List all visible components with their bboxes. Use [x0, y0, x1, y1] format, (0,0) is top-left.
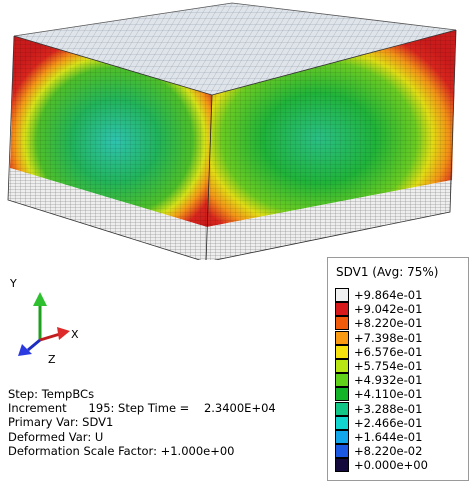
front-face-mesh: [10, 36, 212, 227]
legend-swatch: [335, 316, 349, 331]
side-face-mesh: [207, 30, 456, 227]
info-increment: Increment 195: Step Time = 2.3400E+04: [8, 401, 276, 416]
z-axis-arrow: [27, 338, 41, 352]
legend-value-label: +4.932e-01: [354, 373, 423, 388]
info-step: Step: TempBCs: [8, 387, 95, 401]
x-axis-arrow: [39, 332, 61, 342]
step-info: Step: TempBCs Increment 195: Step Time = …: [8, 387, 276, 458]
x-arrowhead: [57, 327, 70, 340]
legend-title: SDV1 (Avg: 75%): [336, 265, 439, 279]
legend-value-label: +8.220e-02: [354, 444, 423, 459]
legend-swatch: [335, 458, 349, 473]
legend-value-label: +7.398e-01: [354, 330, 423, 345]
y-arrowhead: [33, 292, 47, 306]
x-axis-label: X: [71, 328, 79, 341]
legend-swatch: [335, 444, 349, 459]
legend-swatch: [335, 344, 349, 359]
front-bottom-mesh: [8, 168, 207, 260]
legend-value-label: +4.110e-01: [354, 387, 423, 402]
y-axis-label: Y: [9, 277, 17, 290]
info-scale-factor: Deformation Scale Factor: +1.000e+00: [8, 443, 235, 458]
legend-value-label: +2.466e-01: [354, 415, 423, 430]
legend-value-label: +9.042e-01: [354, 302, 423, 317]
legend-swatch: [335, 387, 349, 402]
legend-swatch: [335, 415, 349, 430]
contour-legend[interactable]: SDV1 (Avg: 75%) +9.864e-01 +9.042e-01 +8.2…: [327, 257, 469, 481]
legend-swatch: [335, 430, 349, 444]
legend-value-label: +5.754e-01: [354, 359, 423, 373]
legend-swatch: [335, 302, 349, 317]
top-face-mesh: [14, 3, 456, 95]
legend-swatch: [335, 373, 349, 388]
legend-swatch: [335, 401, 349, 416]
axis-triad: Y X Z: [9, 277, 79, 366]
fem-model: [7, 2, 457, 260]
legend-swatch: [335, 359, 349, 373]
z-axis-label: Z: [48, 353, 56, 366]
legend-value-label: +8.220e-01: [354, 316, 423, 331]
legend-swatch: [335, 288, 349, 302]
z-arrowhead: [18, 344, 32, 356]
legend-value-label: +3.288e-01: [354, 401, 423, 416]
info-primary-var: Primary Var: SDV1: [8, 415, 114, 430]
side-bottom-mesh: [206, 180, 452, 260]
legend-value-label: +9.864e-01: [354, 288, 423, 302]
legend-value-label: +6.576e-01: [354, 344, 423, 359]
legend-swatch: [335, 330, 349, 345]
legend-value-label: +0.000e+00: [354, 458, 428, 473]
legend-value-label: +1.644e-01: [354, 430, 423, 444]
info-deformed-var: Deformed Var: U: [8, 429, 104, 444]
